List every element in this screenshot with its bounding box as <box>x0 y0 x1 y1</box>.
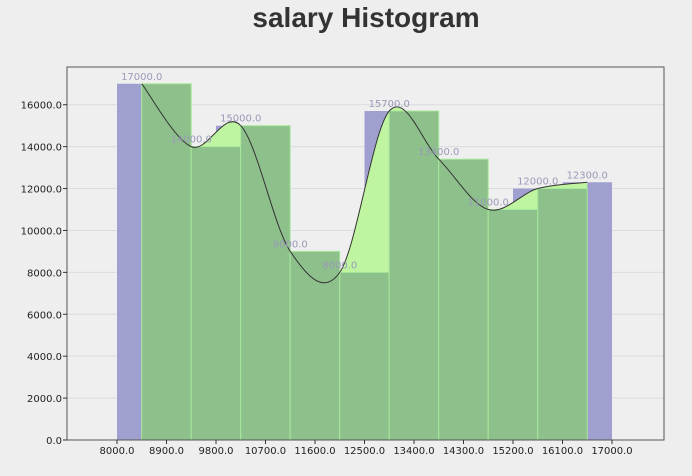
y-tick-label: 12000.0 <box>21 185 62 196</box>
x-tick-label: 17000.0 <box>591 446 632 457</box>
x-tick-label: 10700.0 <box>245 446 286 457</box>
data-label: 17000.0 <box>121 72 162 83</box>
x-tick-label: 16100.0 <box>542 446 583 457</box>
y-tick-label: 16000.0 <box>21 101 62 112</box>
x-tick-label: 8000.0 <box>100 446 135 457</box>
x-tick-label: 13400.0 <box>393 446 434 457</box>
plot-frame <box>66 66 665 441</box>
overlay-bar <box>388 110 440 441</box>
density-curve <box>141 83 588 284</box>
overlay-bar <box>487 208 539 441</box>
overlay-bar <box>339 271 390 441</box>
x-tick-label: 8900.0 <box>149 446 184 457</box>
y-tick-label: 14000.0 <box>21 143 62 154</box>
data-label: 12000.0 <box>517 177 558 188</box>
overlay-bar-layer <box>141 83 588 441</box>
y-tick-label: 4000.0 <box>27 352 62 363</box>
overlay-bar <box>438 158 489 441</box>
x-tick-label: 15200.0 <box>492 446 533 457</box>
data-label: 14000.0 <box>171 135 212 146</box>
x-tick-label: 9800.0 <box>199 446 234 457</box>
data-label: 8000.0 <box>322 260 357 271</box>
data-label-layer: 17000.0 14000.0 15000.0 9000.0 8000.0 15700.0… <box>121 72 608 272</box>
data-label: 13400.0 <box>418 147 459 158</box>
x-tick-label: 12500.0 <box>344 446 385 457</box>
x-tick-label: 14300.0 <box>443 446 484 457</box>
y-tick-label: 8000.0 <box>27 268 62 279</box>
overlay-bar <box>537 188 588 441</box>
y-tick-label: 0.0 <box>46 436 62 447</box>
y-tick-label: 2000.0 <box>27 394 62 405</box>
axis-layer: 0.0 2000.0 4000.0 6000.0 8000.0 10000.0 12000.… <box>21 101 633 457</box>
y-tick-label: 10000.0 <box>21 226 62 237</box>
y-tick-label: 6000.0 <box>27 310 62 321</box>
overlay-bar <box>190 146 242 441</box>
overlay-bar <box>240 125 291 441</box>
data-label: 12300.0 <box>567 170 608 181</box>
data-label: 11000.0 <box>468 197 509 208</box>
data-label: 15000.0 <box>220 114 261 125</box>
x-tick-label: 11600.0 <box>294 446 335 457</box>
data-label: 15700.0 <box>369 99 410 110</box>
data-label: 9000.0 <box>273 239 308 250</box>
chart-title: salary Histogram <box>252 2 480 33</box>
overlay-bar <box>289 250 341 441</box>
